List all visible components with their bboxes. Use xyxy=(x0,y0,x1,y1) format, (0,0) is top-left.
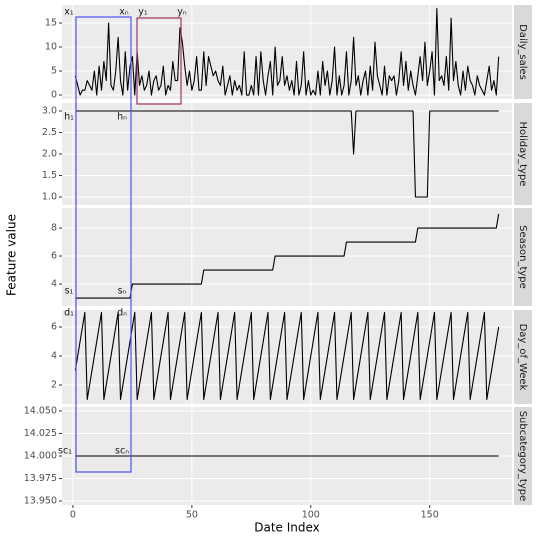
strip-background xyxy=(514,407,532,505)
annotation: y₁ xyxy=(138,7,148,18)
annotation: hₙ xyxy=(117,112,127,123)
annotation: h₁ xyxy=(64,112,74,123)
strip-label: Subcategory_type xyxy=(517,411,528,502)
highlight-window xyxy=(75,16,132,473)
data-line xyxy=(75,110,499,198)
strip-background xyxy=(514,5,532,99)
y-tick-label: 14.000 xyxy=(24,451,57,462)
y-tick-label: 4 xyxy=(51,279,57,290)
annotation: sc₁ xyxy=(58,446,72,457)
x-tick-label: 150 xyxy=(421,510,439,521)
y-tick-label: 6 xyxy=(51,321,57,332)
annotation: sₙ xyxy=(118,286,127,297)
panel-background xyxy=(62,208,512,306)
strip-label: Season_type xyxy=(517,225,528,289)
strip-label: Daily_sales xyxy=(517,24,528,80)
highlight-window xyxy=(136,17,182,105)
annotation: yₙ xyxy=(177,7,187,18)
data-line xyxy=(74,311,500,401)
y-tick-label: 3.0 xyxy=(42,105,57,116)
y-tick-label: 13.950 xyxy=(24,496,57,507)
y-tick-label: 14.050 xyxy=(24,405,57,416)
annotation: scₙ xyxy=(115,446,129,457)
strip-label: Day_of_Week xyxy=(517,324,528,391)
y-tick-label: 2 xyxy=(51,379,57,390)
strip-background xyxy=(514,310,532,404)
y-tick-label: 0 xyxy=(51,90,57,101)
x-tick-label: 50 xyxy=(186,510,198,521)
annotation: dₙ xyxy=(117,308,127,319)
y-tick-label: 6 xyxy=(51,251,57,262)
annotation: d₁ xyxy=(64,308,74,319)
y-tick-label: 1.5 xyxy=(42,170,57,181)
y-tick-label: 4 xyxy=(51,350,57,361)
y-tick-label: 2.5 xyxy=(42,127,57,138)
strip-background xyxy=(514,103,532,205)
y-tick-label: 5 xyxy=(51,66,57,77)
x-tick-label: 0 xyxy=(70,510,76,521)
y-tick-label: 13.975 xyxy=(24,473,57,484)
annotation: xₙ xyxy=(119,7,129,18)
y-tick-label: 14.025 xyxy=(24,428,57,439)
y-tick-label: 2.0 xyxy=(42,149,57,160)
data-line xyxy=(74,8,500,96)
x-axis-title: Date Index xyxy=(254,521,320,535)
annotation: x₁ xyxy=(64,7,74,18)
data-line xyxy=(75,213,500,299)
y-tick-label: 15 xyxy=(45,18,57,29)
y-axis-title: Feature value xyxy=(5,214,19,296)
annotation: s₁ xyxy=(65,286,74,297)
x-tick-label: 100 xyxy=(302,510,320,521)
strip-label: Holiday_type xyxy=(517,122,528,187)
y-tick-label: 10 xyxy=(45,42,57,53)
y-tick-label: 8 xyxy=(51,223,57,234)
y-tick-label: 1.0 xyxy=(42,192,57,203)
strip-background xyxy=(514,208,532,306)
